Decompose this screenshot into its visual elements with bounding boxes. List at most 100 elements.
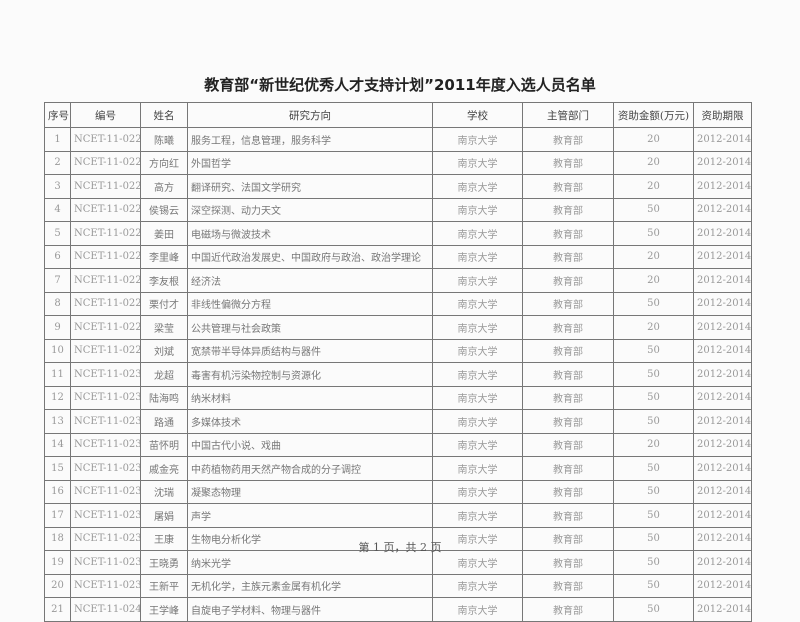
table-cell: 翻译研究、法国文学研究: [187, 174, 433, 199]
table-cell: 南京大学: [432, 573, 523, 598]
table-cell: 沈瑞: [140, 479, 188, 504]
table-cell: NCET-11-0221: [70, 150, 141, 175]
table-cell: 7: [44, 268, 71, 293]
table-cell: 2012-2014: [693, 597, 752, 622]
table-cell: NCET-11-0233: [70, 432, 141, 457]
table-cell: 2012-2014: [693, 174, 752, 199]
table-cell: 2012-2014: [693, 479, 752, 504]
table-cell: NCET-11-0226: [70, 268, 141, 293]
table-cell: 教育部: [522, 127, 614, 152]
table-cell: 方向红: [140, 150, 188, 175]
table-cell: 经济法: [187, 268, 433, 293]
table-row: 1NCET-11-0220陈曦服务工程，信息管理，服务科学南京大学教育部2020…: [44, 127, 752, 152]
table-row: 21NCET-11-0240王学峰自旋电子学材料、物理与器件南京大学教育部502…: [44, 597, 752, 622]
table-cell: 纳米材料: [187, 385, 433, 410]
table-cell: 教育部: [522, 338, 614, 363]
table-cell: 戚金亮: [140, 456, 188, 481]
table-cell: NCET-11-0223: [70, 197, 141, 222]
table-cell: 南京大学: [432, 338, 523, 363]
table-cell: 高方: [140, 174, 188, 199]
table-cell: 中国古代小说、戏曲: [187, 432, 433, 457]
table-cell: 8: [44, 291, 71, 316]
table-cell: 南京大学: [432, 315, 523, 340]
table-cell: 陆海鸣: [140, 385, 188, 410]
table-cell: NCET-11-0232: [70, 409, 141, 434]
table-cell: 外国哲学: [187, 150, 433, 175]
table-cell: 2012-2014: [693, 409, 752, 434]
table-row: 5NCET-11-0224姜田电磁场与微波技术南京大学教育部502012-201…: [44, 221, 752, 246]
table-cell: 21: [44, 597, 71, 622]
table-cell: NCET-11-0227: [70, 291, 141, 316]
table-cell: 2012-2014: [693, 362, 752, 387]
table-cell: NCET-11-0231: [70, 385, 141, 410]
table-cell: 50: [613, 362, 694, 387]
table-cell: 2012-2014: [693, 573, 752, 598]
table-cell: 2012-2014: [693, 150, 752, 175]
table-cell: NCET-11-0234: [70, 456, 141, 481]
table-cell: 12: [44, 385, 71, 410]
table-cell: 南京大学: [432, 479, 523, 504]
column-header: 研究方向: [187, 102, 433, 128]
table-cell: 教育部: [522, 362, 614, 387]
table-cell: 2: [44, 150, 71, 175]
table-cell: 2012-2014: [693, 127, 752, 152]
table-cell: 南京大学: [432, 432, 523, 457]
table-cell: 教育部: [522, 409, 614, 434]
table-cell: 50: [613, 409, 694, 434]
table-cell: NCET-11-0236: [70, 503, 141, 528]
table-cell: 电磁场与微波技术: [187, 221, 433, 246]
table-cell: NCET-11-0235: [70, 479, 141, 504]
table-row: 18NCET-11-0237王康生物电分析化学南京大学教育部502012-201…: [44, 526, 752, 551]
table-cell: NCET-11-0225: [70, 244, 141, 269]
table-row: 20NCET-11-0239王新平无机化学，主族元素金属有机化学南京大学教育部5…: [44, 573, 752, 598]
table-cell: 50: [613, 221, 694, 246]
table-cell: 毒害有机污染物控制与资源化: [187, 362, 433, 387]
table-cell: 教育部: [522, 268, 614, 293]
table-cell: NCET-11-0239: [70, 573, 141, 598]
table-cell: 公共管理与社会政策: [187, 315, 433, 340]
table-cell: 50: [613, 597, 694, 622]
table-cell: 南京大学: [432, 550, 523, 575]
table-cell: NCET-11-0220: [70, 127, 141, 152]
table-row: 4NCET-11-0223侯锡云深空探测、动力天文南京大学教育部502012-2…: [44, 197, 752, 222]
table-cell: 教育部: [522, 174, 614, 199]
table-cell: 路通: [140, 409, 188, 434]
table-cell: 南京大学: [432, 597, 523, 622]
table-cell: 50: [613, 503, 694, 528]
table-cell: 50: [613, 338, 694, 363]
table-cell: 20: [613, 432, 694, 457]
table-cell: 教育部: [522, 526, 614, 551]
table-cell: 20: [613, 315, 694, 340]
table-row: 15NCET-11-0234戚金亮中药植物药用天然产物合成的分子调控南京大学教育…: [44, 456, 752, 481]
table-cell: 南京大学: [432, 221, 523, 246]
table-cell: 多媒体技术: [187, 409, 433, 434]
table-cell: NCET-11-0229: [70, 338, 141, 363]
table-cell: 龙超: [140, 362, 188, 387]
table-cell: 17: [44, 503, 71, 528]
table-row: 8NCET-11-0227栗付才非线性偏微分方程南京大学教育部502012-20…: [44, 291, 752, 316]
table-cell: 5: [44, 221, 71, 246]
table-cell: 南京大学: [432, 244, 523, 269]
table-cell: 2012-2014: [693, 221, 752, 246]
table-cell: 2012-2014: [693, 315, 752, 340]
table-cell: 教育部: [522, 385, 614, 410]
table-cell: 教育部: [522, 597, 614, 622]
column-header: 姓名: [140, 102, 188, 128]
table-cell: 20: [44, 573, 71, 598]
table-cell: 6: [44, 244, 71, 269]
table-cell: 苗怀明: [140, 432, 188, 457]
table-cell: 王新平: [140, 573, 188, 598]
column-header: 学校: [432, 102, 523, 128]
table-cell: 教育部: [522, 503, 614, 528]
column-header: 资助金额(万元): [613, 102, 694, 128]
table-cell: 3: [44, 174, 71, 199]
table-cell: 宽禁带半导体异质结构与器件: [187, 338, 433, 363]
table-cell: NCET-11-0240: [70, 597, 141, 622]
table-cell: 18: [44, 526, 71, 551]
table-cell: 南京大学: [432, 409, 523, 434]
table-cell: 教育部: [522, 221, 614, 246]
